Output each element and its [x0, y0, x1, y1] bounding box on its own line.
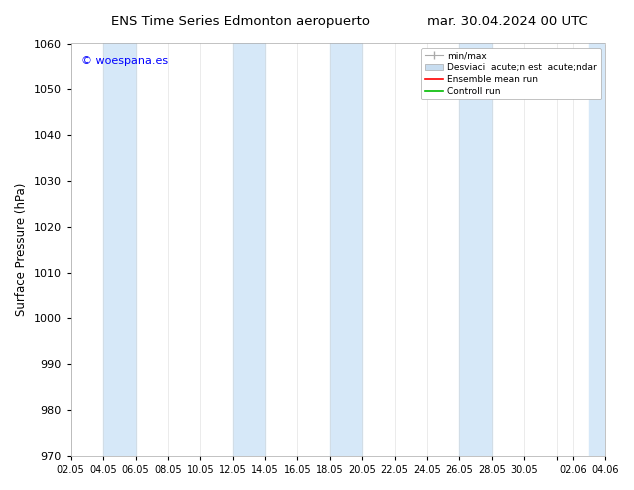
Bar	[103, 44, 136, 456]
Text: mar. 30.04.2024 00 UTC: mar. 30.04.2024 00 UTC	[427, 15, 588, 28]
Bar	[233, 44, 265, 456]
Legend: min/max, Desviaci  acute;n est  acute;ndar, Ensemble mean run, Controll run: min/max, Desviaci acute;n est acute;ndar…	[421, 48, 601, 99]
Bar	[460, 44, 492, 456]
Y-axis label: Surface Pressure (hPa): Surface Pressure (hPa)	[15, 183, 28, 317]
Text: © woespana.es: © woespana.es	[81, 56, 169, 66]
Text: ENS Time Series Edmonton aeropuerto: ENS Time Series Edmonton aeropuerto	[112, 15, 370, 28]
Bar	[589, 44, 621, 456]
Bar	[330, 44, 362, 456]
